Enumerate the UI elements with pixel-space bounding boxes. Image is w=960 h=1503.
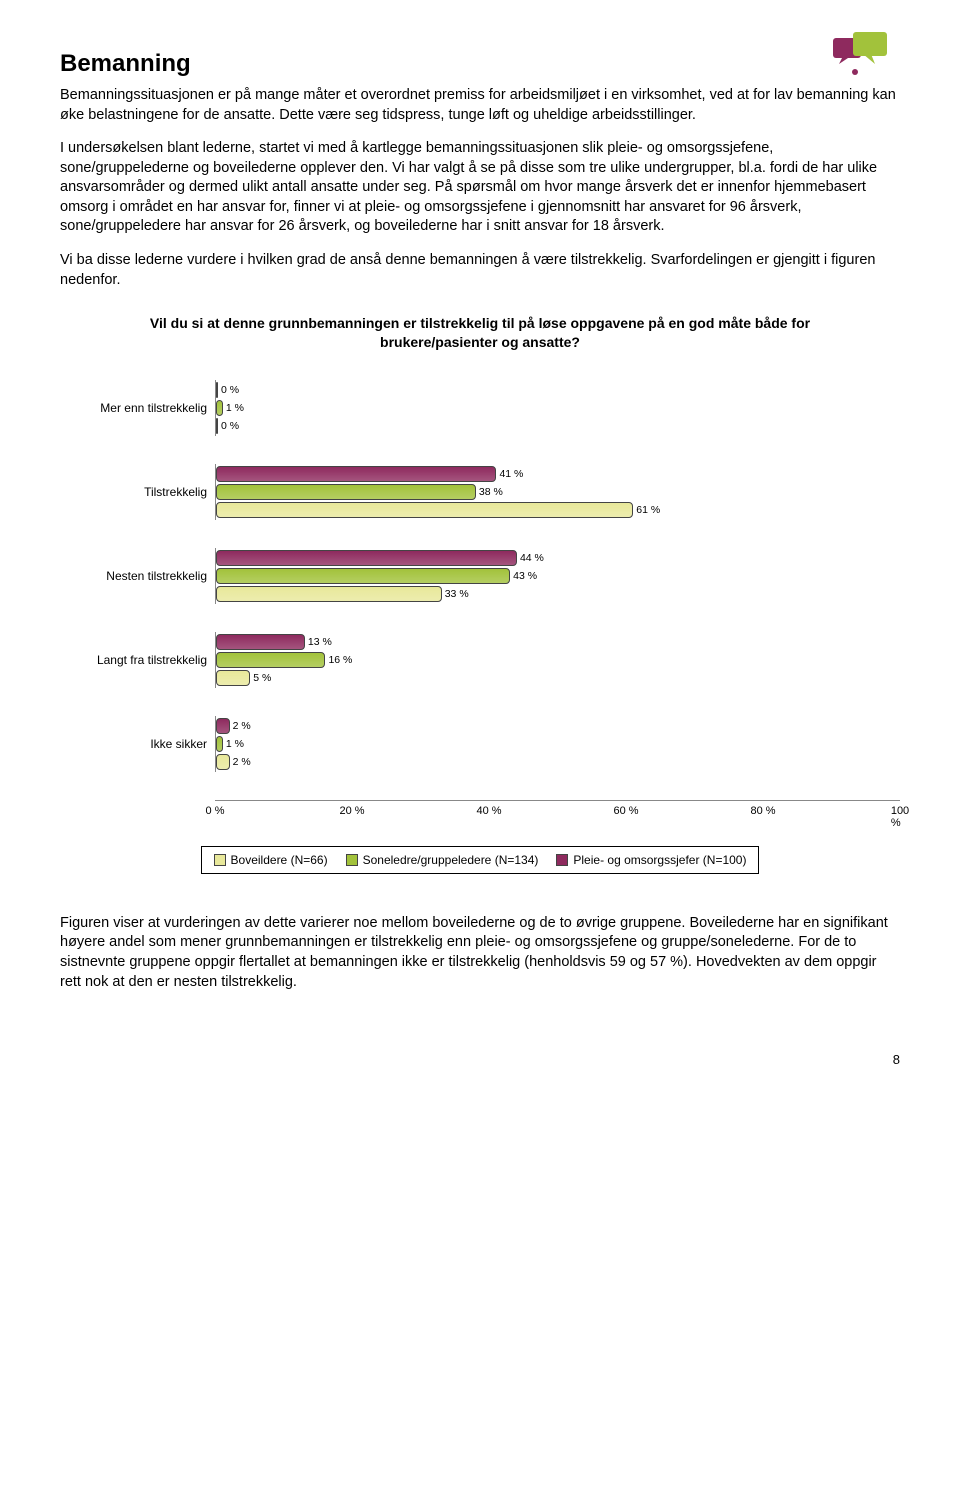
bar: 0 % <box>216 382 218 398</box>
bar-group: 44 % 43 % 33 % <box>215 548 900 604</box>
bar: 1 % <box>216 736 223 752</box>
bar: 2 % <box>216 754 230 770</box>
legend-label: Soneledre/gruppeledere (N=134) <box>363 853 539 867</box>
bar-chart: Mer enn tilstrekkelig 0 % 1 % 0 % Tilstrekke… <box>60 380 900 874</box>
bar-value-label: 61 % <box>636 504 660 516</box>
chart-title: Vil du si at denne grunnbemanningen er t… <box>130 314 830 352</box>
bar: 33 % <box>216 586 442 602</box>
bar-value-label: 38 % <box>479 486 503 498</box>
chart-category-row: Mer enn tilstrekkelig 0 % 1 % 0 % <box>60 380 900 436</box>
bar-value-label: 44 % <box>520 552 544 564</box>
page-heading: Bemanning <box>60 50 900 78</box>
chart-category-row: Ikke sikker2 %1 %2 % <box>60 716 900 772</box>
page-number: 8 <box>60 1052 900 1067</box>
legend-item: Pleie- og omsorgssjefer (N=100) <box>556 853 746 867</box>
chart-category-row: Tilstrekkelig41 %38 %61 % <box>60 464 900 520</box>
axis-tick: 20 % <box>339 805 364 817</box>
bar: 13 % <box>216 634 305 650</box>
bar: 2 % <box>216 718 230 734</box>
bar: 38 % <box>216 484 476 500</box>
bar-value-label: 43 % <box>513 570 537 582</box>
legend-swatch <box>214 854 226 866</box>
bar-value-label: 16 % <box>328 654 352 666</box>
bar: 41 % <box>216 466 496 482</box>
axis-tick: 100 % <box>891 805 909 829</box>
category-label: Ikke sikker <box>60 737 215 751</box>
bar-value-label: 5 % <box>253 672 271 684</box>
bar: 0 % <box>216 418 218 434</box>
legend-swatch <box>556 854 568 866</box>
bar: 16 % <box>216 652 325 668</box>
bar-value-label: 0 % <box>221 420 239 432</box>
category-label: Nesten tilstrekkelig <box>60 569 215 583</box>
bar-value-label: 1 % <box>226 402 244 414</box>
axis-tick: 60 % <box>613 805 638 817</box>
bar: 43 % <box>216 568 510 584</box>
bar-group: 2 % 1 % 2 % <box>215 716 900 772</box>
paragraph-1: Bemanningssituasjonen er på mange måter … <box>60 86 900 125</box>
chart-legend: Boveildere (N=66) Soneledre/gruppeledere … <box>201 846 760 874</box>
chart-category-row: Langt fra tilstrekkelig13 %16 %5 % <box>60 632 900 688</box>
legend-label: Pleie- og omsorgssjefer (N=100) <box>573 853 746 867</box>
category-label: Mer enn tilstrekkelig <box>60 401 215 415</box>
legend-label: Boveildere (N=66) <box>231 853 328 867</box>
logo <box>825 30 895 85</box>
bar-group: 0 % 1 % 0 % <box>215 380 900 436</box>
axis-tick: 0 % <box>206 805 225 817</box>
bar-group: 13 % 16 % 5 % <box>215 632 900 688</box>
bar-value-label: 0 % <box>221 384 239 396</box>
legend-item: Soneledre/gruppeledere (N=134) <box>346 853 539 867</box>
bar: 1 % <box>216 400 223 416</box>
bar-value-label: 33 % <box>445 588 469 600</box>
category-label: Tilstrekkelig <box>60 485 215 499</box>
chart-category-row: Nesten tilstrekkelig44 %43 %33 % <box>60 548 900 604</box>
paragraph-2: I undersøkelsen blant lederne, startet v… <box>60 139 900 237</box>
bar-value-label: 41 % <box>499 468 523 480</box>
paragraph-4: Figuren viser at vurderingen av dette va… <box>60 914 900 992</box>
document-page: Bemanning Bemanningssituasjonen er på ma… <box>0 0 960 1107</box>
bar-value-label: 2 % <box>233 720 251 732</box>
legend-swatch <box>346 854 358 866</box>
category-label: Langt fra tilstrekkelig <box>60 653 215 667</box>
bar-value-label: 2 % <box>233 756 251 768</box>
bar: 61 % <box>216 502 633 518</box>
bar-value-label: 1 % <box>226 738 244 750</box>
axis-tick: 40 % <box>476 805 501 817</box>
legend-item: Boveildere (N=66) <box>214 853 328 867</box>
axis-tick: 80 % <box>750 805 775 817</box>
bar: 44 % <box>216 550 517 566</box>
bar: 5 % <box>216 670 250 686</box>
paragraph-3: Vi ba disse lederne vurdere i hvilken gr… <box>60 251 900 290</box>
bar-value-label: 13 % <box>308 636 332 648</box>
bar-group: 41 % 38 % 61 % <box>215 464 900 520</box>
